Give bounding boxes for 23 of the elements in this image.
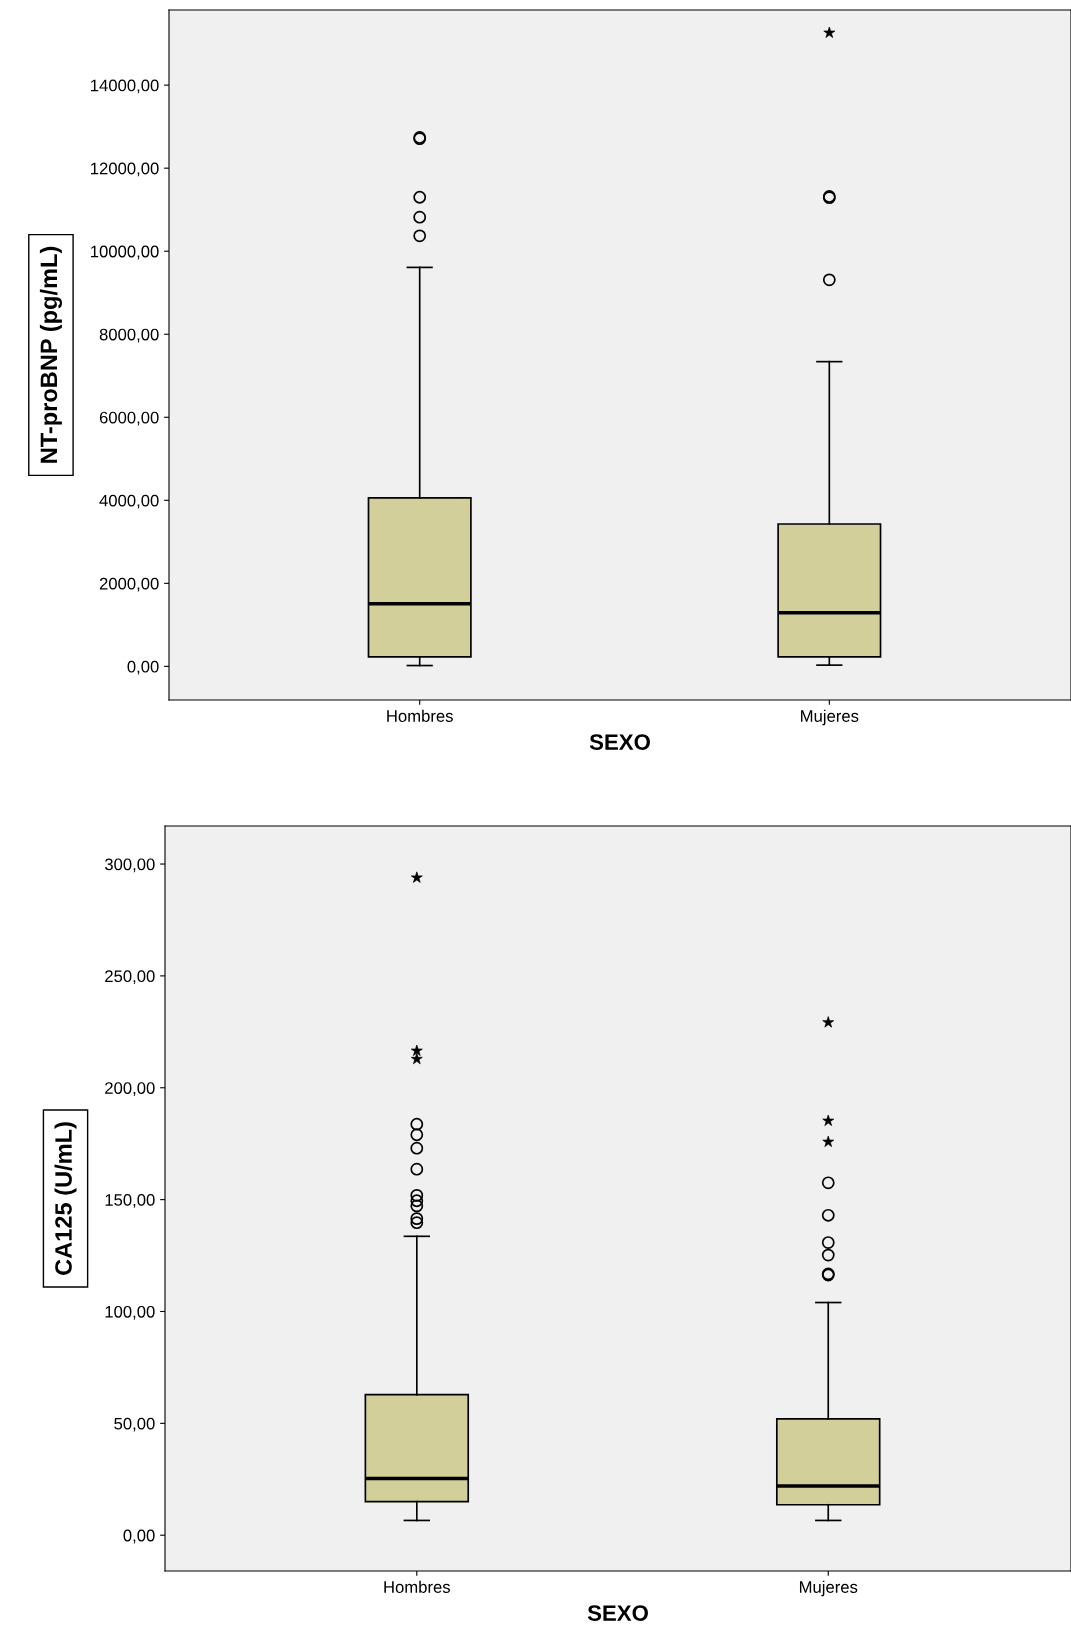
x-tick-label: Mujeres: [799, 1580, 858, 1597]
y-tick-label: 0,00: [127, 660, 159, 675]
x-axis-title: SEXO: [589, 734, 650, 750]
y-tick-label: 150,00: [105, 1194, 155, 1208]
y-axis-title: NT-proBNP (pg/mL): [39, 246, 62, 463]
y-tick-label: 2000,00: [99, 577, 159, 592]
y-tick-label: 4000,00: [99, 494, 159, 509]
y-tick-label: 0,00: [123, 1529, 155, 1544]
y-tick-label: 12000,00: [91, 162, 159, 177]
x-tick-label: Hombres: [387, 709, 453, 722]
x-tick-label: Mujeres: [801, 709, 859, 726]
y-tick-label: 6000,00: [99, 411, 159, 426]
y-tick-label: 100,00: [105, 1305, 155, 1320]
x-axis-title: SEXO: [587, 1605, 648, 1621]
y-tick-label: 200,00: [105, 1082, 155, 1096]
y-axis-title: CA125 (U/mL): [54, 1122, 77, 1275]
x-tick-label: Hombres: [384, 1580, 451, 1593]
y-tick-label: 50,00: [114, 1417, 155, 1432]
y-tick-label: 8000,00: [99, 328, 159, 343]
y-tick-label: 14000,00: [91, 79, 159, 94]
y-tick-label: 250,00: [105, 970, 155, 985]
y-tick-label: 10000,00: [91, 245, 159, 260]
y-tick-label: 300,00: [104, 858, 155, 873]
